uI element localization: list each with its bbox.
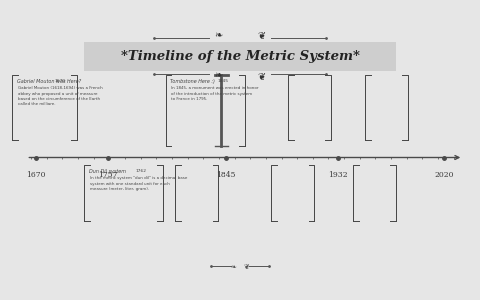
Text: Tombstone Here :): Tombstone Here :) (170, 79, 215, 84)
Text: 1845: 1845 (216, 171, 235, 179)
Text: 1670: 1670 (54, 79, 65, 83)
Text: In the metric system "dun dil" is a decimal base
system with one standard unit f: In the metric system "dun dil" is a deci… (90, 176, 187, 191)
Text: ❧: ❧ (231, 264, 237, 270)
FancyBboxPatch shape (84, 42, 396, 70)
Text: In 1845, a monument was erected in honor
of the introduction of the metric syste: In 1845, a monument was erected in honor… (171, 86, 259, 101)
Text: ❦: ❦ (258, 71, 265, 81)
Text: ❦: ❦ (243, 264, 249, 270)
Text: ❧: ❧ (215, 30, 222, 40)
Text: Gabriel Mouton was Here?: Gabriel Mouton was Here? (17, 79, 81, 84)
Text: 1757: 1757 (98, 171, 118, 179)
Text: ❦: ❦ (258, 30, 265, 40)
Text: 1670: 1670 (26, 171, 46, 179)
Text: 1845: 1845 (217, 79, 228, 83)
Text: 1762: 1762 (135, 169, 146, 172)
Text: *Timeline of the Metric System*: *Timeline of the Metric System* (120, 50, 360, 64)
Text: Dun Dil system: Dun Dil system (89, 169, 126, 174)
Text: ❧: ❧ (215, 71, 222, 81)
Text: Gabriel Mouton (1618-1694) was a French
abbey who proposed a unit of measure
bas: Gabriel Mouton (1618-1694) was a French … (18, 86, 103, 106)
Text: 2020: 2020 (434, 171, 454, 179)
Text: 1932: 1932 (329, 171, 348, 179)
